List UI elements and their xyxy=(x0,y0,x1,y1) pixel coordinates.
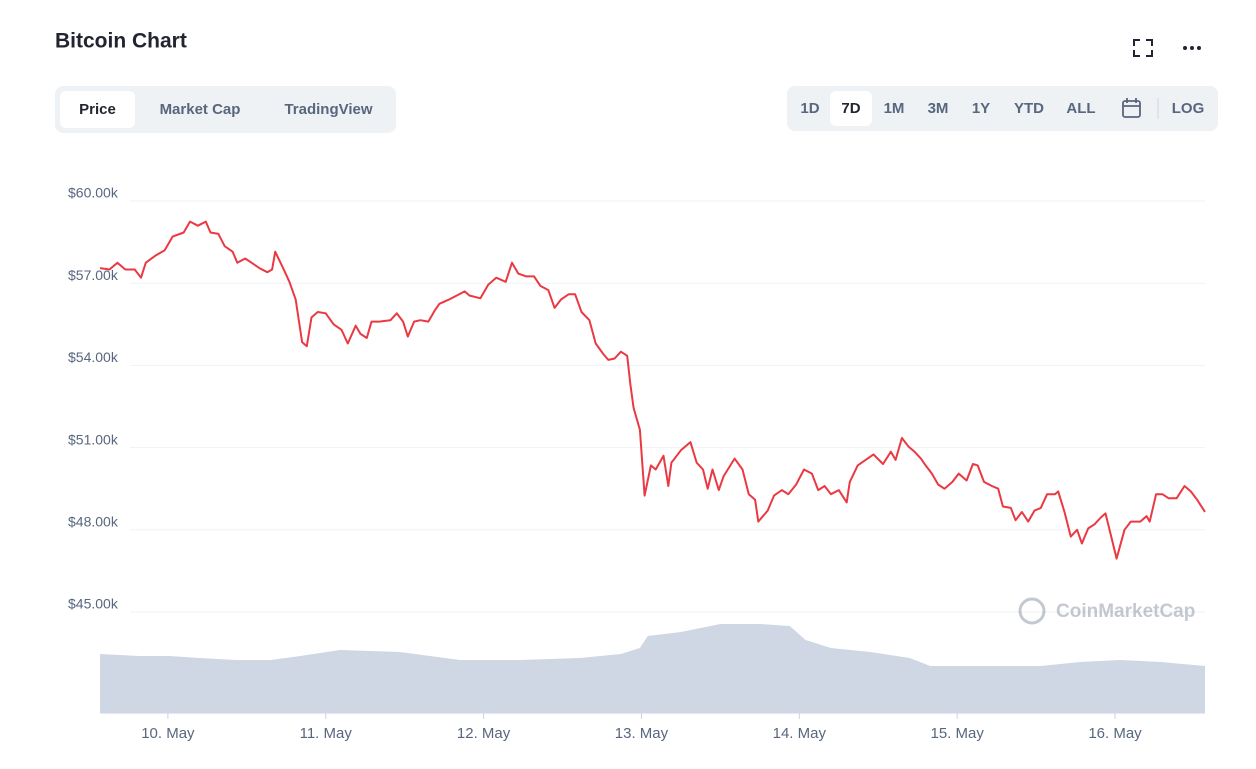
range-tab[interactable]: 1D xyxy=(800,100,820,117)
view-tab[interactable]: Price xyxy=(60,91,135,128)
volume-area xyxy=(100,624,1205,713)
range-tab[interactable]: 3M xyxy=(927,100,949,117)
range-tab[interactable]: 1M xyxy=(883,100,905,117)
chart-title: Bitcoin Chart xyxy=(55,30,187,53)
x-tick-label: 11. May xyxy=(300,725,353,742)
more-icon[interactable] xyxy=(1183,46,1201,50)
y-tick-label: $48.00k xyxy=(68,514,119,530)
x-tick-label: 15. May xyxy=(930,725,984,742)
x-tick-label: 10. May xyxy=(141,725,195,742)
price-line xyxy=(99,220,1206,560)
y-tick-label: $57.00k xyxy=(68,267,119,283)
watermark-logo xyxy=(1018,597,1046,625)
range-tab[interactable]: 1Y xyxy=(971,100,991,117)
watermark: CoinMarketCap xyxy=(1018,597,1195,625)
x-tick-label: 14. May xyxy=(773,725,827,742)
x-tick-label: 12. May xyxy=(457,725,511,742)
x-tick-label: 16. May xyxy=(1088,725,1142,742)
view-tab[interactable]: Market Cap xyxy=(159,101,241,118)
y-tick-label: $51.00k xyxy=(68,431,119,447)
log-toggle[interactable]: LOG xyxy=(1171,100,1205,117)
x-tick-label: 13. May xyxy=(615,725,669,742)
range-tab[interactable]: 7D xyxy=(830,91,872,126)
range-tab[interactable]: ALL xyxy=(1066,100,1096,117)
view-tab[interactable]: TradingView xyxy=(284,101,373,118)
y-tick-label: $54.00k xyxy=(68,349,119,365)
y-tick-label: $60.00k xyxy=(68,185,119,201)
y-tick-label: $45.00k xyxy=(68,596,119,612)
calendar-icon[interactable] xyxy=(1122,98,1141,118)
range-tab[interactable]: YTD xyxy=(1014,100,1044,117)
fullscreen-icon[interactable] xyxy=(1133,39,1153,57)
watermark-text: CoinMarketCap xyxy=(1056,601,1195,622)
